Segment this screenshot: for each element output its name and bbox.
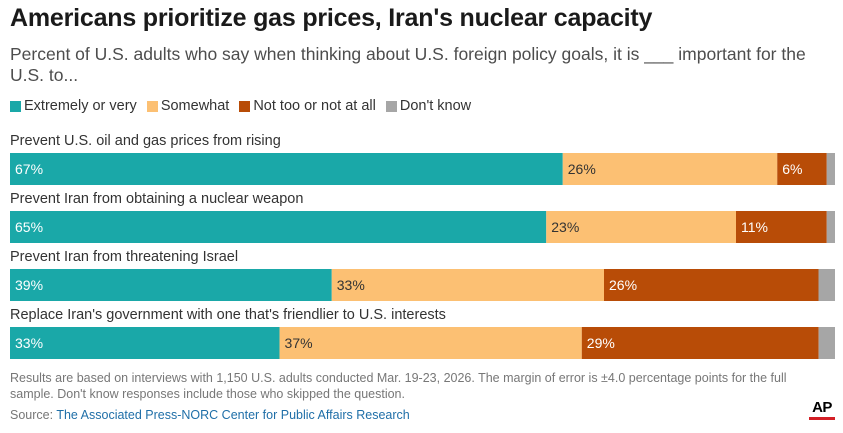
bar-segment-extremely-or-very <box>10 327 280 359</box>
chart-notes: Results are based on interviews with 1,1… <box>10 371 787 401</box>
legend: Extremely or very Somewhat Not too or no… <box>10 98 481 114</box>
legend-label-somewhat: Somewhat <box>160 98 230 114</box>
category-label: Prevent Iran from threatening Israel <box>10 249 238 265</box>
bar-segment-don-t-know <box>818 327 835 359</box>
legend-label-not-too-or-not-at-all: Not too or not at all <box>253 98 376 114</box>
data-label: 23% <box>551 219 579 235</box>
bar-segment-extremely-or-very <box>10 211 547 243</box>
category-label: Prevent U.S. oil and gas prices from ris… <box>10 133 281 149</box>
category-label: Replace Iran's government with one that'… <box>10 307 446 323</box>
legend-swatch-not-too-or-not-at-all <box>239 100 251 112</box>
bar-segment-not-too-or-not-at-all <box>736 211 827 243</box>
stacked-bar-chart: Prevent U.S. oil and gas prices from ris… <box>10 133 835 359</box>
source-line: Source: The Associated Press-NORC Center… <box>10 408 410 422</box>
category-label: Prevent Iran from obtaining a nuclear we… <box>10 191 303 207</box>
bar-segment-extremely-or-very <box>10 269 332 301</box>
bar-segment-not-too-or-not-at-all <box>581 327 819 359</box>
bar-segment-not-too-or-not-at-all <box>604 269 819 301</box>
data-label: 37% <box>285 335 313 351</box>
chart-subtitle: Percent of U.S. adults who say when thin… <box>10 44 806 85</box>
legend-item-extremely-or-very: Extremely or very <box>10 98 137 114</box>
data-label: 26% <box>609 277 637 293</box>
bar-segment-don-t-know <box>826 153 835 185</box>
legend-swatch-dont-know <box>385 100 397 112</box>
source-label: Source: <box>10 408 54 422</box>
source-link[interactable]: The Associated Press-NORC Center for Pub… <box>56 408 410 422</box>
legend-item-somewhat: Somewhat <box>146 98 230 114</box>
ap-logo-text: AP <box>812 399 832 416</box>
data-label: 6% <box>782 161 802 177</box>
data-label: 39% <box>15 277 43 293</box>
bar-segment-not-too-or-not-at-all <box>777 153 827 185</box>
ap-logo: AP <box>809 399 835 420</box>
chart-title: Americans prioritize gas prices, Iran's … <box>10 4 653 32</box>
data-label: 11% <box>741 219 768 235</box>
legend-swatch-extremely-or-very <box>10 100 21 112</box>
bar-segment-don-t-know <box>826 211 835 243</box>
ap-logo-underline <box>809 417 835 420</box>
bar-segment-somewhat <box>331 269 604 301</box>
data-label: 65% <box>15 219 43 235</box>
legend-item-not-too-or-not-at-all: Not too or not at all <box>239 98 376 114</box>
data-label: 29% <box>587 335 615 351</box>
data-label: 67% <box>15 161 43 177</box>
legend-label-dont-know: Don't know <box>399 98 472 114</box>
bar-segment-don-t-know <box>818 269 835 301</box>
data-label: 33% <box>337 277 365 293</box>
bar-segment-somewhat <box>546 211 736 243</box>
bar-segment-somewhat <box>562 153 778 185</box>
data-label: 26% <box>568 161 596 177</box>
bar-segment-extremely-or-very <box>10 153 563 185</box>
data-label: 33% <box>15 335 43 351</box>
bar-segment-somewhat <box>279 327 582 359</box>
legend-item-dont-know: Don't know <box>385 98 472 114</box>
legend-label-extremely-or-very: Extremely or very <box>24 98 137 114</box>
legend-swatch-somewhat <box>146 100 158 112</box>
